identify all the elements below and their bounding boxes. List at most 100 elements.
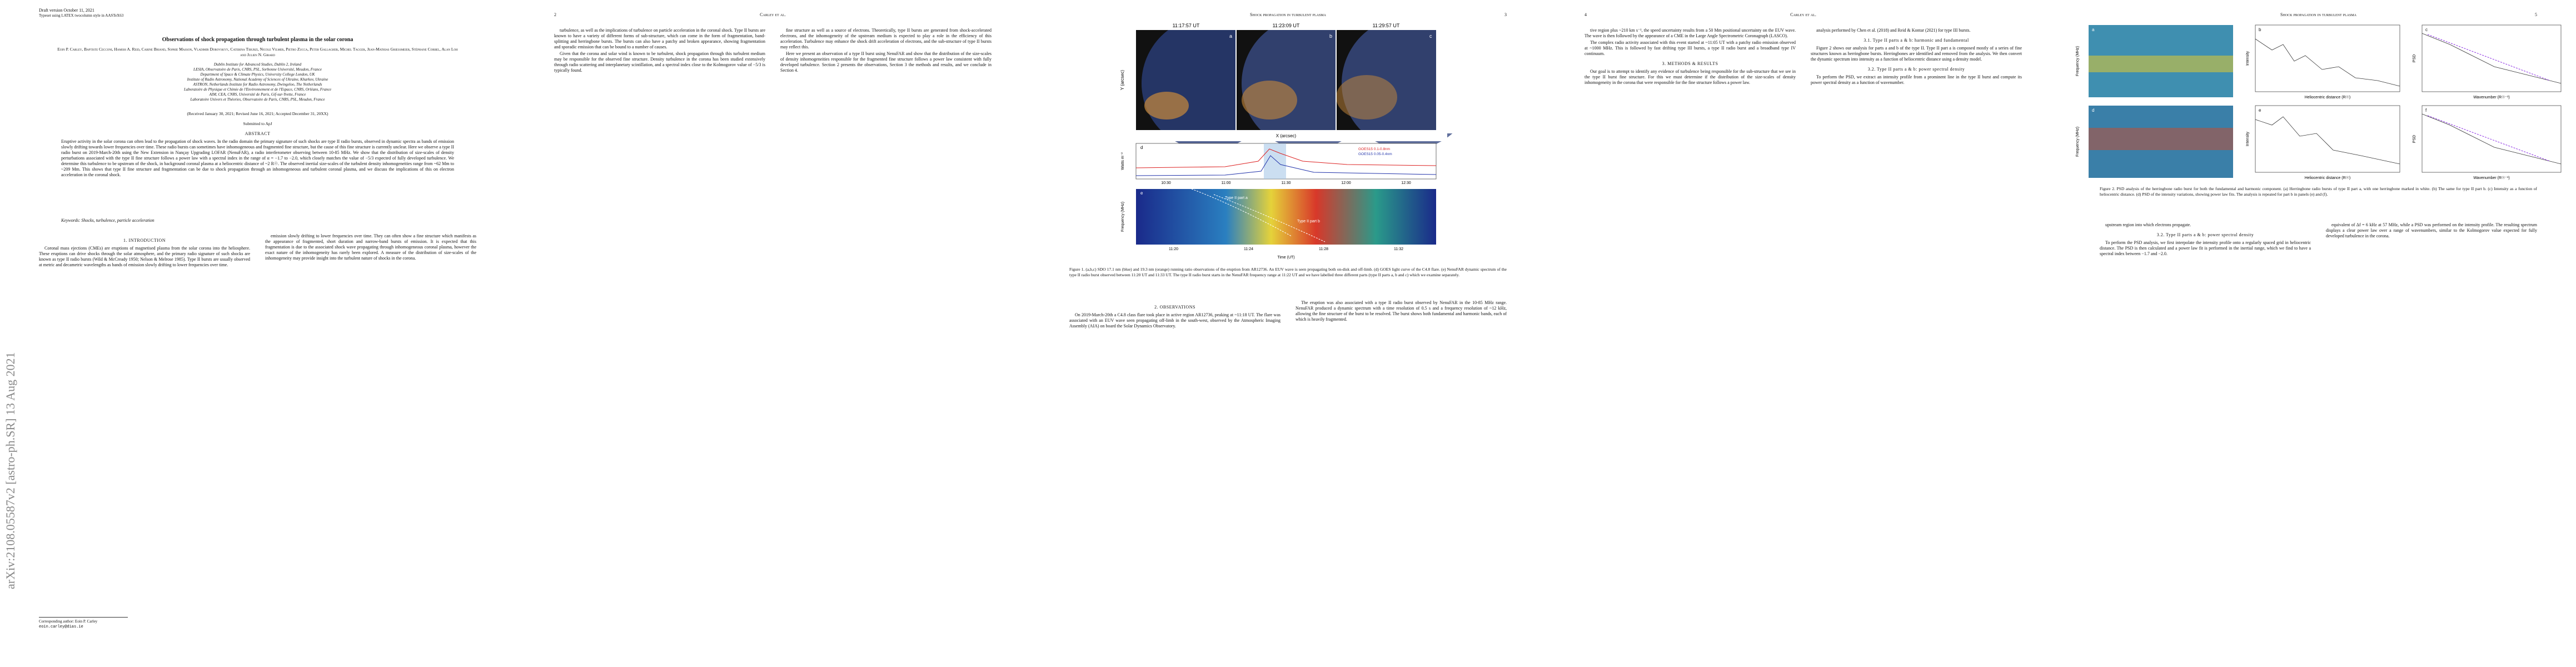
- section-heading: 3.2. Type II parts a & b: power spectral…: [1867, 67, 1965, 72]
- caption: Figure 2. PSD analysis of the herringbon…: [2100, 186, 2537, 197]
- email: eoin.carley@dias.ie: [39, 625, 83, 629]
- euv-panels: 11:17:57 UT 11:23:09 UT 11:29:57 UT a b …: [1114, 22, 1458, 150]
- tick-label: 11:00: [1222, 181, 1231, 185]
- abstract-heading: ABSTRACT: [245, 131, 271, 136]
- goes-long: [1135, 148, 1437, 168]
- page-1: arXiv:2108.05587v2 [astro-ph.SR] 13 Aug …: [0, 0, 515, 667]
- affiliation: Dublin Institute for Advanced Studies, D…: [213, 62, 302, 67]
- time-label: 11:29:57 UT: [1373, 23, 1400, 28]
- plot-frame: [2421, 105, 2562, 173]
- affiliation: Laboratoire de Physique et Chimie de l'E…: [183, 87, 332, 92]
- intensity-profile: [2255, 38, 2400, 87]
- affiliation: Department of Space & Climate Physics, U…: [200, 72, 315, 77]
- intensity-profile: [2255, 116, 2400, 165]
- draft: Draft version October 11, 2021: [39, 8, 94, 13]
- rule: [39, 617, 128, 618]
- affiliation: ASTRON, Netherlands Institute for Radio …: [193, 82, 322, 87]
- psd-curve: [2421, 33, 2562, 84]
- burst-lane: [1213, 194, 1326, 242]
- paragraph: To perform the PSD analysis, we first in…: [2100, 240, 2311, 256]
- annotation: Type II part b: [1297, 220, 1320, 223]
- caption: Figure 1. (a,b,c) SDO 17.1 nm (blue) and…: [1069, 267, 1507, 277]
- column: tive region plus ~210 km s⁻¹, the speed …: [1585, 28, 1796, 87]
- figure-1: 11:17:57 UT 11:23:09 UT 11:29:57 UT a b …: [1114, 22, 1458, 260]
- affiliation: Laboratoire Univers et Théories, Observa…: [190, 97, 325, 102]
- panel-label: b: [2259, 27, 2261, 32]
- paragraph: Coronal mass ejections (CMEs) are erupti…: [39, 246, 250, 267]
- abstract: Eruptive activity in the solar corona ca…: [61, 139, 454, 177]
- tick-labels: 11:20 11:24 11:28 11:32: [1169, 247, 1403, 251]
- page-number: 4: [1585, 12, 1587, 17]
- panel-label: a: [2092, 27, 2095, 32]
- axis-label: Intensity: [2246, 131, 2250, 146]
- paragraph: Our goal is to attempt to identify any e…: [1585, 69, 1796, 85]
- paragraph: equivalent of Δf = 6 kHz at 57 MHz, whil…: [2326, 222, 2537, 238]
- section-heading: 2. OBSERVATIONS: [1154, 305, 1195, 310]
- tick-label: 12:00: [1341, 181, 1351, 185]
- panel-label: c: [2425, 27, 2428, 32]
- axis-label: Frequency (MHz): [2076, 127, 2080, 157]
- axis-label: PSD: [2413, 54, 2416, 62]
- tick-label: 11:20: [1169, 247, 1178, 251]
- plot-frame: [2421, 24, 2562, 92]
- axis-label: Y (arcsec): [1120, 70, 1125, 91]
- axis-label: Heliocentric distance (R☉): [2305, 95, 2351, 99]
- mask: [1436, 22, 1458, 133]
- panel-label: b: [1329, 33, 1332, 39]
- power-law-fit: [2427, 115, 2550, 162]
- received: (Received January 30, 2021; Revised June…: [187, 111, 328, 116]
- section-heading: 1. INTRODUCTION: [123, 238, 166, 243]
- mask: [1136, 22, 1436, 30]
- page-2: 2 Carley et al. turbulence, as well as t…: [515, 0, 1030, 667]
- legend-entry: GOES15 0.05-0.4nm: [1358, 152, 1392, 156]
- section-heading: 3.1. Type II parts a & b: harmonic and f…: [1864, 38, 1969, 43]
- burst-lane: [1191, 188, 1292, 237]
- column: fine structure as well as a source of el…: [780, 28, 991, 74]
- axis-label: Frequency (MHz): [1121, 202, 1125, 232]
- legend-entry: GOES15 0.1-0.8nm: [1358, 147, 1390, 151]
- paragraph: turbulence, as well as the implications …: [554, 28, 765, 49]
- panel-label: d: [2092, 108, 2094, 113]
- running-head: Carley et al.: [760, 12, 786, 17]
- psd-curve: [2421, 113, 2562, 165]
- arxiv-id: arXiv:2108.05587v2 [astro-ph.SR] 13 Aug …: [3, 352, 17, 589]
- keywords: Keywords: Shocks, turbulence, particle a…: [61, 218, 155, 223]
- figure-2: Frequency (MHz) Frequency (MHz) Intensit…: [2076, 24, 2562, 180]
- axis-label: Heliocentric distance (R☉): [2305, 176, 2351, 180]
- tick-label: 11:28: [1319, 247, 1328, 251]
- paragraph: Figure 2 shows our analysis for parts a …: [1811, 46, 2022, 62]
- column: analysis performed by Chen et al. (2018)…: [1811, 28, 2022, 87]
- power-law-fit: [2427, 34, 2550, 81]
- column: upstream region into which electrons pro…: [2100, 222, 2311, 258]
- page-4: 4 Carley et al. tive region plus ~210 km…: [1546, 0, 2061, 667]
- time-label: 11:23:09 UT: [1273, 23, 1300, 28]
- burst-band: [2089, 56, 2233, 72]
- axis-label: Wavenumber (R☉⁻¹): [2473, 95, 2509, 99]
- axis-label: Frequency (MHz): [2076, 46, 2080, 76]
- axis-label: Wavenumber (R☉⁻¹): [2473, 176, 2509, 180]
- page-number: 3: [1504, 12, 1507, 17]
- running-head: Shock propagation in turbulent plasma: [2280, 12, 2356, 17]
- axis-label: PSD: [2413, 135, 2416, 143]
- column: 1. INTRODUCTION Coronal mass ejections (C…: [39, 233, 250, 269]
- tick-label: 11:32: [1394, 247, 1403, 251]
- affiliation: Institute of Radio Astronomy, National A…: [187, 77, 328, 82]
- paragraph: Given that the corona and solar wind is …: [554, 51, 765, 73]
- time-label: 11:17:57 UT: [1173, 23, 1200, 28]
- paragraph: tive region plus ~210 km s⁻¹, the speed …: [1585, 28, 1796, 38]
- typeset: Typeset using LATEX twocolumn style in A…: [39, 13, 124, 18]
- column: emission slowly drifting to lower freque…: [265, 233, 476, 262]
- dynamic-spectrum: [1136, 189, 1436, 245]
- mask: [1114, 22, 1136, 133]
- column: equivalent of Δf = 6 kHz at 57 MHz, whil…: [2326, 222, 2537, 240]
- burst-band: [2089, 128, 2233, 150]
- mask: [1136, 130, 1447, 141]
- euv-wave: [1144, 92, 1189, 120]
- column: 2. OBSERVATIONS On 2019-March-20th a C4.8…: [1069, 300, 1280, 330]
- axis-label: X (arcsec): [1276, 133, 1297, 138]
- paragraph: emission slowly drifting to lower freque…: [265, 233, 476, 261]
- title: Observations of shock propagation throug…: [162, 37, 353, 43]
- tick-label: 10:30: [1161, 181, 1171, 185]
